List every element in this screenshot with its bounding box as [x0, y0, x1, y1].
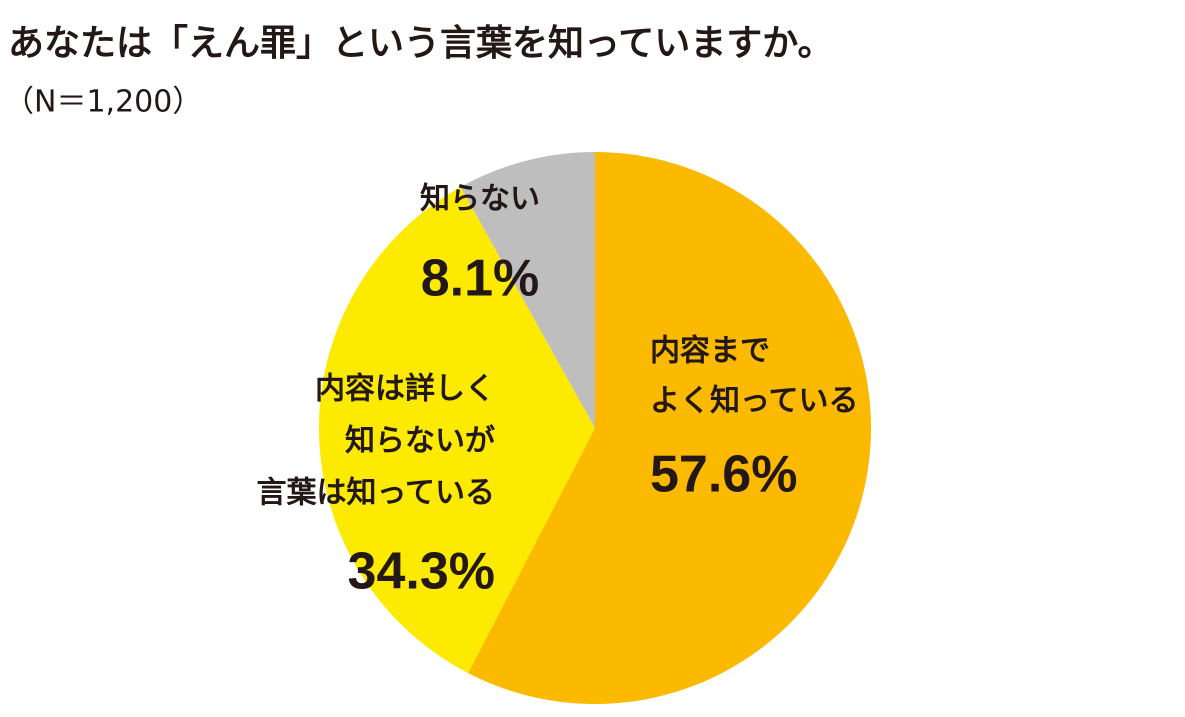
- slice-label: 知らない: [420, 182, 540, 217]
- slice-label: 言葉は知っている: [257, 476, 496, 511]
- pie-slice: [460, 152, 595, 428]
- pie-slice: [318, 186, 595, 674]
- chart-subtitle: （N＝1,200）: [4, 85, 202, 120]
- slice-label: よく知っている: [650, 384, 859, 419]
- slice-label: 知らないが: [345, 424, 495, 459]
- slice-label: 内容は詳しく: [315, 372, 495, 407]
- pie-slice: [468, 152, 871, 704]
- slice-label: 内容まで: [650, 334, 770, 369]
- value-label: 57.6%: [650, 446, 797, 504]
- chart-title: あなたは「えん罪」という言葉を知っていますか。: [8, 23, 833, 64]
- value-label: 8.1%: [421, 250, 540, 308]
- value-label: 34.3%: [348, 543, 495, 601]
